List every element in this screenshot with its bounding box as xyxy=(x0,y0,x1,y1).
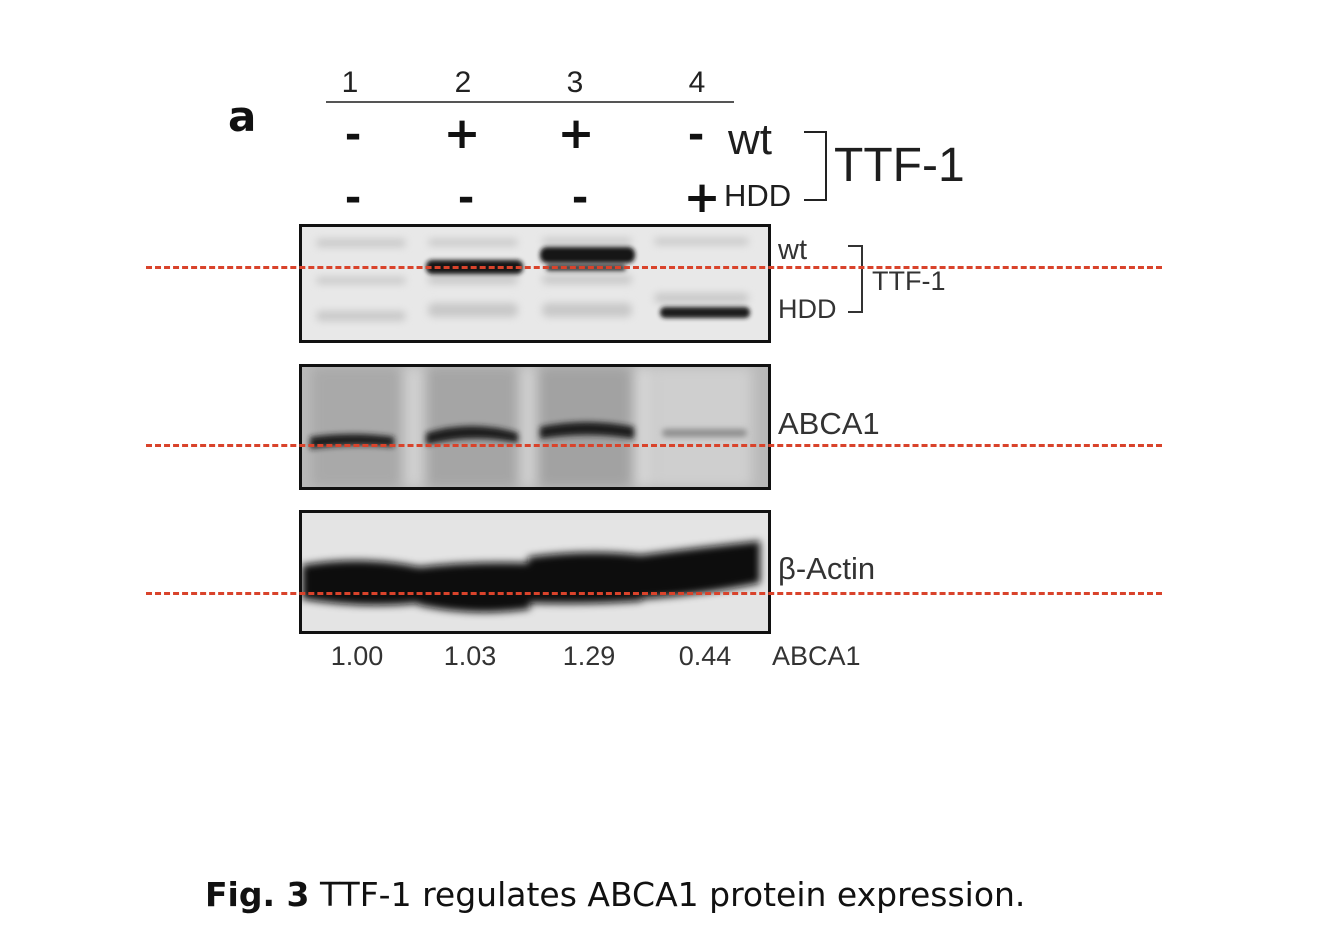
lane-number: 2 xyxy=(454,66,472,99)
ttf1-band-bracket xyxy=(848,245,863,313)
lane-header-rule xyxy=(326,101,734,103)
hdd-sign-lane-4: + xyxy=(683,172,721,223)
actin-blot-label: β-Actin xyxy=(778,551,876,586)
abca1-quant-lane-1: 1.00 xyxy=(330,641,384,671)
condition-bracket xyxy=(804,131,827,201)
hdd-sign-lane-3: - xyxy=(571,175,589,221)
abca1-quant-lane-4: 0.44 xyxy=(678,641,732,671)
guide-line-ttf1 xyxy=(146,266,1162,269)
ttf1-group-label: TTF-1 xyxy=(834,139,965,192)
abca1-quant-lane-3: 1.29 xyxy=(562,641,616,671)
guide-line-abca1 xyxy=(146,444,1162,447)
wt-sign-lane-1: - xyxy=(344,112,362,158)
guide-line-actin xyxy=(146,592,1162,595)
hdd-sign-lane-2: - xyxy=(457,175,475,221)
abca1-blot-label: ABCA1 xyxy=(778,406,880,441)
lane-number: 1 xyxy=(341,66,359,99)
abca1-quant-label: ABCA1 xyxy=(772,641,861,671)
panel-letter: a xyxy=(228,92,257,141)
ttf1-blot-group-label: TTF-1 xyxy=(872,266,946,296)
hdd-sign-lane-1: - xyxy=(344,175,362,221)
abca1-blot xyxy=(299,364,771,490)
actin-blot xyxy=(299,510,771,634)
ttf1-wt-band-label: wt xyxy=(778,234,807,266)
abca1-quant-lane-2: 1.03 xyxy=(443,641,497,671)
wt-sign-lane-3: + xyxy=(557,108,595,159)
ttf1-hdd-band-label: HDD xyxy=(778,294,837,324)
lane-number: 4 xyxy=(688,66,706,99)
wt-sign-lane-4: - xyxy=(687,112,705,158)
lane-number: 3 xyxy=(566,66,584,99)
caption-prefix: Fig. 3 xyxy=(205,875,310,914)
hdd-condition-label: HDD xyxy=(724,178,792,213)
ttf1-blot xyxy=(299,224,771,343)
figure-caption: Fig. 3 TTF-1 regulates ABCA1 protein exp… xyxy=(0,875,1336,914)
wt-sign-lane-2: + xyxy=(443,108,481,159)
caption-text: TTF-1 regulates ABCA1 protein expression… xyxy=(309,875,1026,914)
wt-condition-label: wt xyxy=(728,115,772,164)
